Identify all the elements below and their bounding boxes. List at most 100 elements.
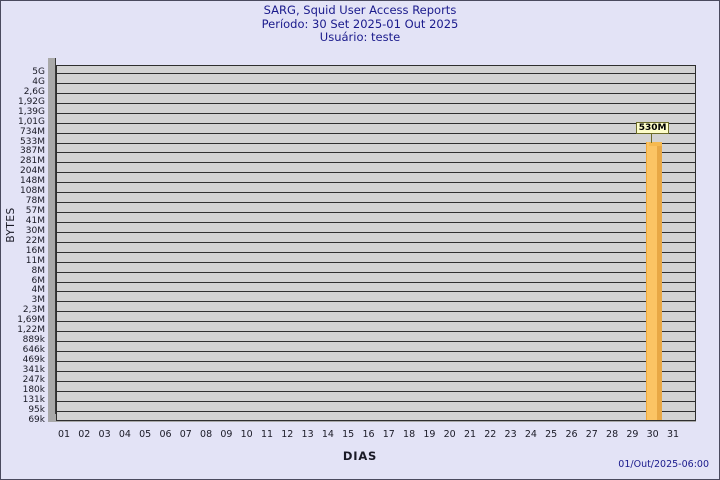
- y-axis-tick-label: 204M: [20, 166, 45, 177]
- bar[interactable]: [645, 141, 662, 420]
- report-timestamp: 01/Out/2025-06:00: [618, 459, 709, 470]
- gridline: [57, 261, 695, 263]
- x-axis-tick-label: 13: [301, 429, 314, 440]
- gridline: [57, 311, 695, 313]
- x-axis-tick-label: 27: [585, 429, 598, 440]
- y-axis-tick-label: 16M: [25, 245, 45, 256]
- plot-left-bevel: [48, 58, 56, 421]
- x-axis-tick-label: 23: [504, 429, 517, 440]
- gridline: [57, 82, 695, 84]
- report-user: Usuário: teste: [319, 30, 401, 44]
- y-axis-tick-label: 1,69M: [17, 315, 45, 326]
- y-axis-tick-label: 148M: [20, 176, 45, 187]
- gridline: [57, 400, 695, 402]
- plot-region: 530M: [48, 58, 696, 428]
- x-axis-tick-label: 18: [403, 429, 416, 440]
- gridline: [57, 132, 695, 134]
- y-axis-tick-label: 533M: [20, 136, 45, 147]
- gridline: [57, 390, 695, 392]
- x-axis-tick-label: 11: [260, 429, 274, 440]
- y-axis-tick-label: 247k: [22, 374, 45, 385]
- y-axis-ticks: 5G 4G 2,6G 1,92G 1,39G 1,01G 734M 533M 387M 281M 2…: [1, 58, 45, 433]
- y-axis-tick-label: 4M: [31, 285, 46, 296]
- y-axis-tick-label: 2,6G: [23, 86, 45, 97]
- y-axis-tick-label: 1,92G: [17, 96, 45, 107]
- y-axis-tick-label: 1,01G: [17, 116, 45, 127]
- y-axis-tick-label: 1,39G: [17, 106, 45, 117]
- bar-front-face: [645, 141, 658, 420]
- y-axis-tick-label: 4G: [32, 76, 45, 87]
- x-axis-tick-label: 25: [545, 429, 558, 440]
- y-axis-tick-label: 889k: [22, 335, 45, 346]
- gridline: [57, 341, 695, 343]
- y-axis-tick-label: 69k: [28, 414, 45, 425]
- y-axis-tick-label: 6M: [31, 275, 46, 286]
- gridline: [57, 251, 695, 253]
- x-axis-tick-label: 10: [240, 429, 253, 440]
- bar-top-face: [648, 141, 662, 146]
- y-axis-tick-label: 78M: [25, 196, 45, 207]
- x-axis-tick-label: 09: [220, 429, 233, 440]
- x-axis-tick-label: 19: [423, 429, 436, 440]
- y-axis-tick-label: 734M: [20, 126, 45, 137]
- y-axis-tick-label: 341k: [22, 364, 45, 375]
- y-axis-tick-label: 646k: [22, 345, 45, 356]
- y-axis-tick-label: 469k: [22, 354, 45, 365]
- y-axis-tick-label: 57M: [25, 206, 45, 217]
- gridline: [57, 410, 695, 412]
- gridline: [57, 162, 695, 164]
- x-axis-title: DIAS: [342, 449, 378, 463]
- y-axis-tick-label: 3M: [31, 295, 46, 306]
- x-axis-tick-label: 12: [281, 429, 294, 440]
- gridline: [57, 291, 695, 293]
- x-axis-tick-label: 14: [321, 429, 334, 440]
- y-axis-tick-label: 95k: [28, 404, 45, 415]
- x-axis-tick-label: 22: [484, 429, 497, 440]
- x-axis-tick-label: 29: [626, 429, 639, 440]
- gridline: [57, 370, 695, 372]
- gridline: [57, 331, 695, 333]
- bar-side-face: [656, 145, 662, 420]
- x-axis-tick-label: 30: [646, 429, 659, 440]
- x-axis-tick-label: 21: [463, 429, 477, 440]
- report-period: Período: 30 Set 2025-01 Out 2025: [261, 16, 459, 31]
- y-axis-tick-label: 281M: [20, 156, 45, 167]
- x-axis-tick-label: 06: [159, 429, 172, 440]
- x-axis-tick-label: 02: [78, 429, 91, 440]
- gridline: [57, 281, 695, 283]
- x-axis-tick-label: 08: [200, 429, 213, 440]
- x-axis-tick-label: 05: [139, 429, 152, 440]
- y-axis-tick-label: 5G: [32, 67, 45, 77]
- gridline: [57, 231, 695, 233]
- y-axis-tick-label: 41M: [25, 215, 45, 226]
- gridline: [57, 122, 695, 124]
- y-axis-tick-label: 1,22M: [17, 325, 45, 336]
- y-axis-tick-label: 30M: [25, 225, 45, 236]
- x-axis-tick-label: 03: [98, 429, 111, 440]
- bar-value-label: 530M: [635, 121, 670, 134]
- y-axis-tick-label: 8M: [31, 265, 46, 276]
- x-axis-tick-label: 17: [382, 429, 395, 440]
- gridline: [57, 202, 695, 204]
- gridline: [57, 152, 695, 154]
- gridline: [57, 321, 695, 323]
- gridline: [57, 241, 695, 243]
- gridline: [57, 92, 695, 94]
- y-axis-tick-label: 108M: [20, 186, 45, 197]
- y-axis-tick-label: 131k: [22, 394, 45, 405]
- gridline: [57, 172, 695, 174]
- x-axis-tick-label: 28: [606, 429, 619, 440]
- gridline: [57, 73, 695, 74]
- gridline: [57, 142, 695, 144]
- y-axis-tick-label: 180k: [22, 384, 45, 395]
- gridline: [57, 351, 695, 353]
- chart-title-block: SARG, Squid User Access Reports Período:…: [1, 3, 719, 45]
- x-axis-tick-label: 24: [524, 429, 537, 440]
- x-axis-tick-label: 07: [179, 429, 192, 440]
- gridline: [57, 102, 695, 104]
- y-axis-tick-label: 387M: [20, 146, 45, 157]
- page-title: SARG, Squid User Access Reports: [263, 3, 457, 17]
- y-axis-tick-label: 2,3M: [22, 305, 45, 316]
- x-axis-tick-label: 15: [342, 429, 355, 440]
